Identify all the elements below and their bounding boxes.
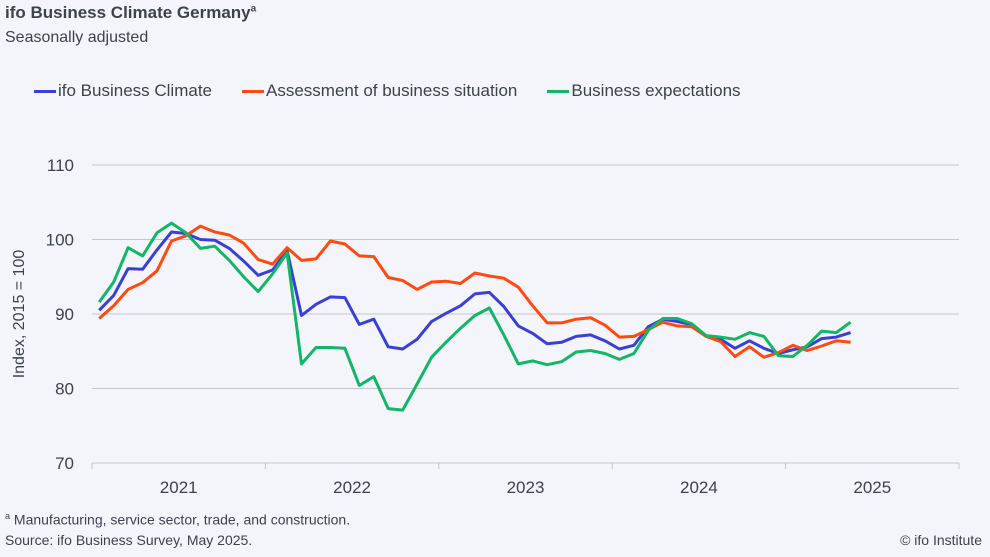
y-tick-label: 70 [55, 454, 74, 473]
copyright: © ifo Institute [900, 532, 982, 548]
x-tick-label: 2022 [333, 478, 371, 497]
x-tick-label: 2024 [680, 478, 718, 497]
footnote-marker: a [5, 511, 11, 521]
x-tick-label: 2021 [160, 478, 198, 497]
chart-subtitle: Seasonally adjusted [5, 29, 149, 46]
legend-swatch-expectations [547, 89, 570, 93]
situation-line [98, 224, 851, 359]
y-tick-label: 100 [46, 231, 74, 250]
y-axis-label: Index, 2015 = 100 [11, 250, 28, 379]
legend-swatch-situation [242, 89, 265, 93]
legend-item-expectations: Business expectations [547, 81, 741, 101]
legend-label-expectations: Business expectations [571, 81, 741, 100]
expectations-line [97, 221, 852, 412]
x-tick-label: 2025 [853, 478, 891, 497]
x-tick-label: 2023 [507, 478, 545, 497]
y-tick-label: 80 [55, 380, 74, 399]
climate-line [98, 230, 852, 355]
legend: ifo Business Climate Assessment of busin… [34, 81, 771, 101]
title-footnote-marker: a [250, 3, 257, 15]
legend-item-climate: ifo Business Climate [34, 81, 212, 101]
legend-swatch-climate [34, 89, 56, 93]
footnote-text: Manufacturing, service sector, trade, an… [13, 511, 351, 528]
chart-title: ifo Business Climate Germanya [5, 3, 256, 23]
y-tick-label: 110 [47, 156, 74, 175]
y-tick-label: 90 [55, 305, 74, 324]
footnote: a Manufacturing, service sector, trade, … [5, 511, 350, 528]
legend-label-climate: ifo Business Climate [58, 81, 213, 100]
chart-title-text: ifo Business Climate Germany [5, 3, 251, 22]
legend-label-situation: Assessment of business situation [266, 81, 518, 100]
source-note: Source: ifo Business Survey, May 2025. [5, 532, 253, 548]
legend-item-situation: Assessment of business situation [242, 81, 517, 101]
